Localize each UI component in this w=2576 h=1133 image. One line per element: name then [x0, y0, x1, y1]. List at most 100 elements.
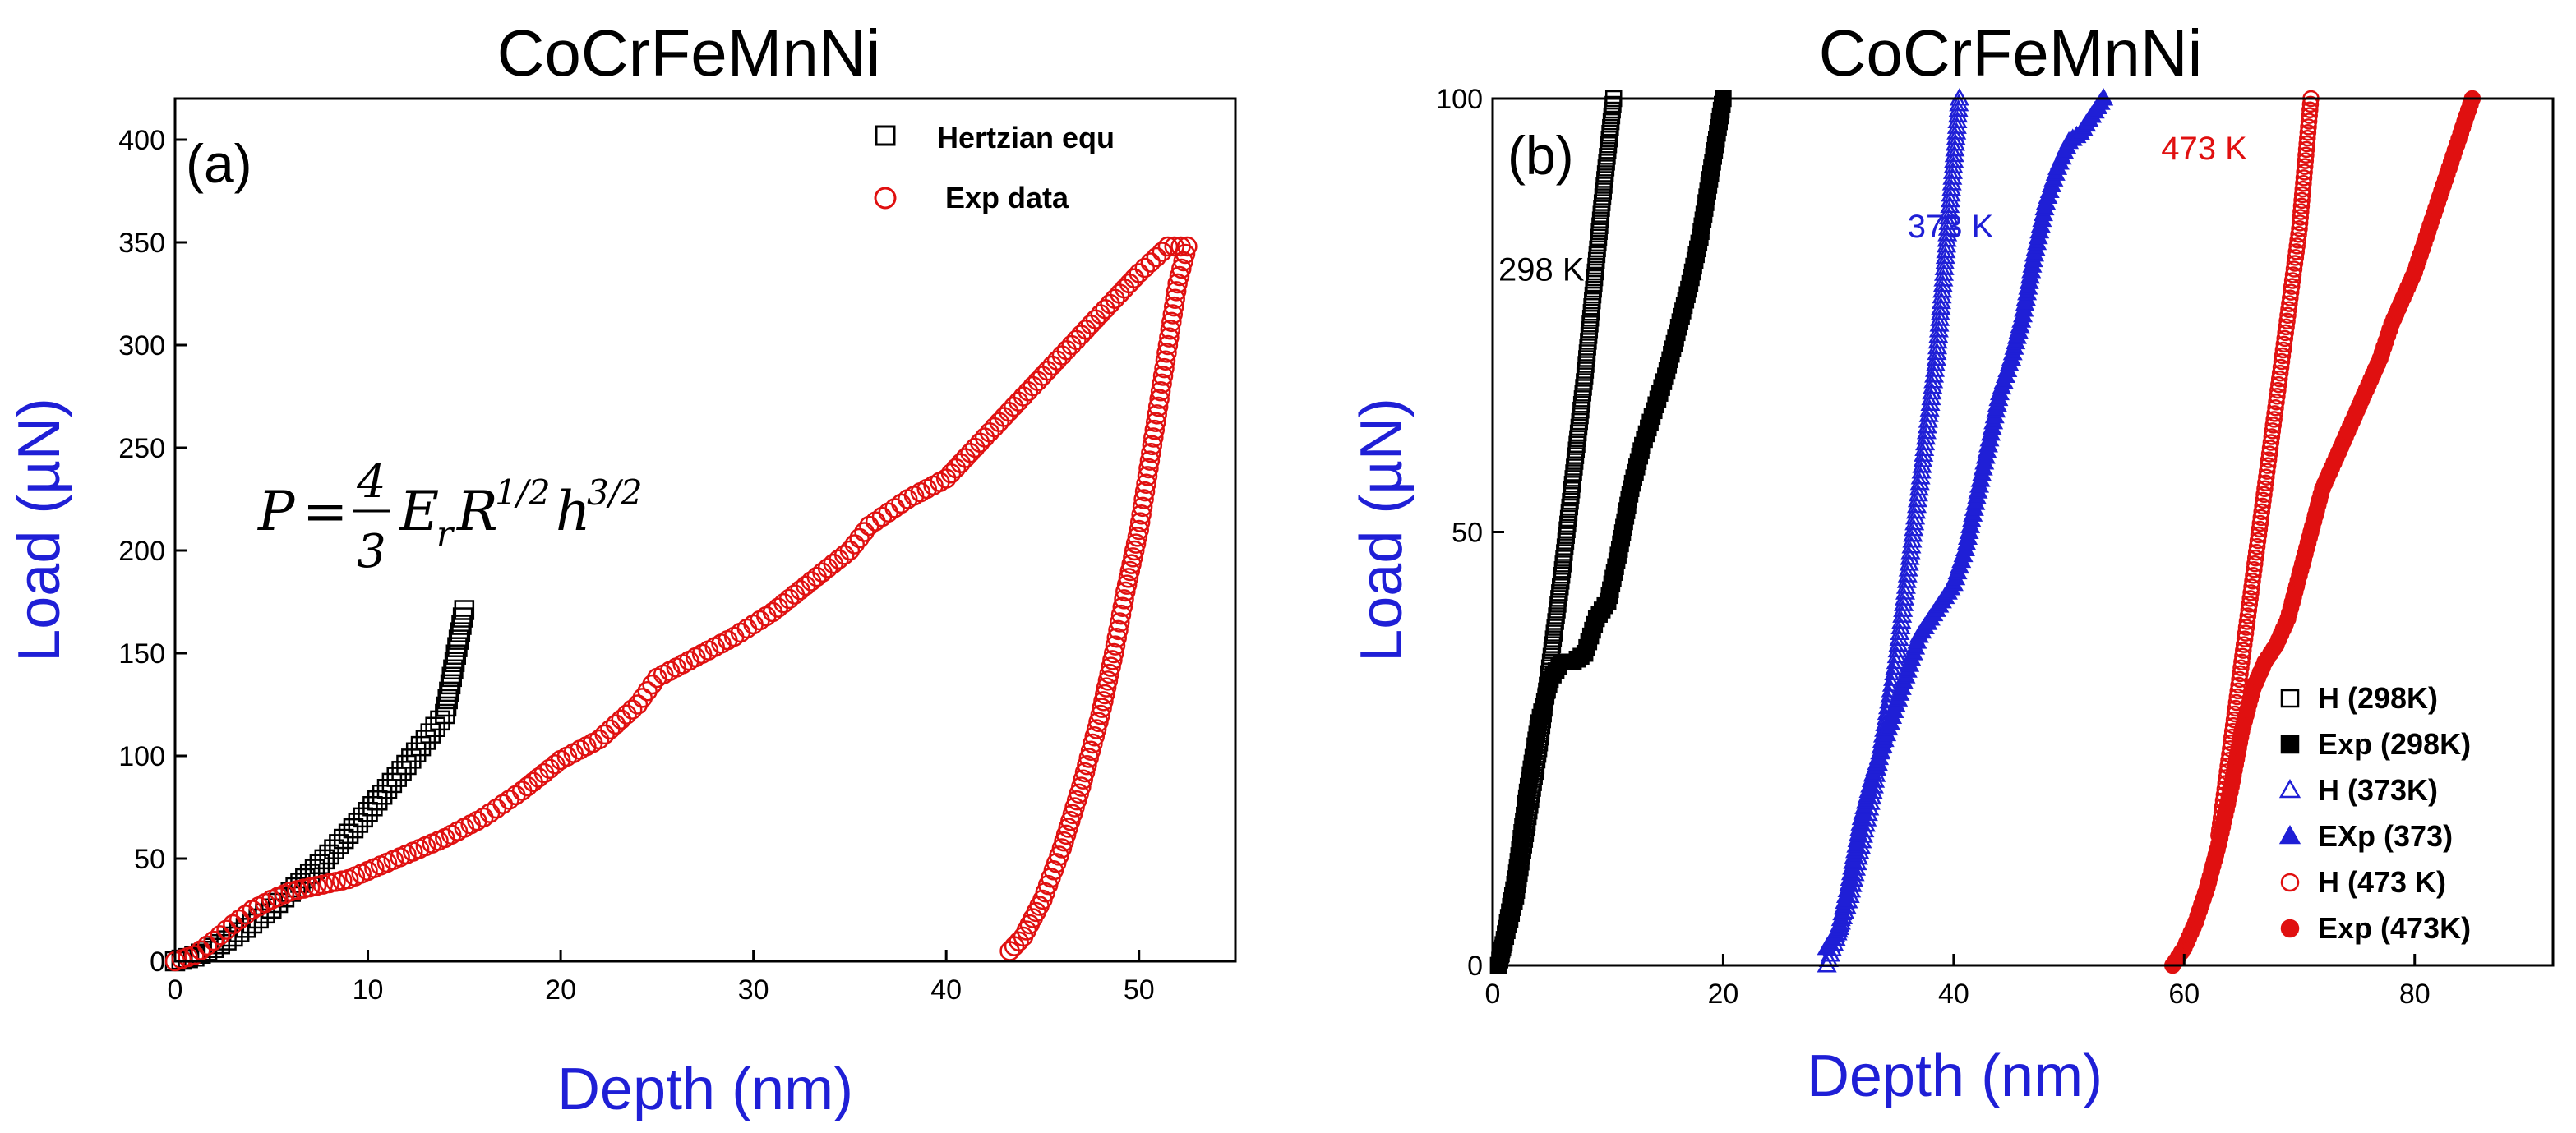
eq-E-sub: r	[436, 514, 455, 554]
data-point	[2246, 555, 2264, 573]
data-point	[1088, 712, 1109, 732]
data-point	[1159, 327, 1180, 348]
data-point	[1942, 161, 1963, 179]
panel-a-xlabel: Depth (nm)	[557, 1057, 853, 1122]
data-point	[1889, 628, 1909, 647]
data-point	[2242, 584, 2260, 601]
data-point	[1138, 458, 1159, 479]
data-point	[1918, 410, 1938, 428]
data-point	[1943, 155, 1964, 174]
data-point	[1932, 280, 1953, 298]
data-point	[1018, 381, 1039, 402]
data-point	[1092, 698, 1112, 718]
data-point	[974, 427, 995, 448]
data-point	[1903, 524, 1923, 542]
data-point	[2301, 107, 2318, 124]
data-point	[2283, 272, 2301, 289]
data-point	[2250, 526, 2268, 544]
series-exp-373-	[1817, 88, 2114, 956]
series-h-473-k-	[2210, 90, 2320, 844]
data-point	[1131, 504, 1152, 525]
data-point	[839, 540, 861, 561]
data-point	[2295, 174, 2312, 192]
data-point	[1032, 366, 1053, 386]
data-point	[1139, 450, 1161, 471]
data-point	[1915, 432, 1936, 451]
data-point	[1906, 500, 1927, 519]
data-point	[1115, 581, 1136, 602]
data-point	[1061, 334, 1082, 356]
data-point	[1909, 472, 1930, 491]
data-point	[1114, 279, 1135, 299]
data-point	[1935, 251, 1955, 269]
data-point	[1013, 386, 1034, 407]
data-point	[2291, 214, 2309, 232]
data-point	[2291, 220, 2308, 237]
data-point	[1922, 381, 1942, 400]
data-point	[2243, 578, 2260, 596]
y-tick-label: 100	[1436, 84, 1483, 115]
data-point	[1948, 104, 1969, 123]
data-point	[1141, 443, 1161, 463]
data-point	[1099, 663, 1120, 684]
panel-b-chart: CoCrFeMnNi (b) Depth (nm) Load (µN) 0 20 4…	[1349, 16, 2555, 1109]
data-point	[1933, 269, 1954, 287]
data-point	[2287, 249, 2305, 266]
data-point	[2231, 670, 2248, 689]
legend-label-hertzian: Hertzian equ	[937, 121, 1115, 154]
data-point	[452, 607, 473, 628]
data-point	[1937, 229, 1957, 247]
data-point	[437, 689, 458, 710]
legend-label: H (373K)	[2318, 773, 2438, 807]
data-point	[506, 785, 526, 806]
data-point	[1916, 421, 1937, 440]
data-point	[255, 903, 275, 924]
data-point	[984, 417, 1005, 438]
data-point	[447, 637, 468, 657]
data-point	[1143, 427, 1164, 448]
data-point	[1904, 513, 1925, 531]
data-point	[2289, 232, 2306, 249]
x-tick-label: 30	[738, 974, 769, 1006]
data-point	[2269, 387, 2286, 405]
data-point	[2296, 164, 2313, 181]
data-point	[2241, 590, 2259, 607]
data-point	[2298, 135, 2315, 153]
data-point	[605, 714, 626, 735]
data-point	[1888, 633, 1909, 652]
data-point	[1930, 308, 1950, 326]
data-point	[844, 534, 866, 555]
temperature-annotation: 373 K	[1908, 209, 1994, 245]
data-point	[1046, 350, 1068, 371]
data-point	[1157, 236, 1179, 257]
panel-a-title: CoCrFeMnNi	[497, 16, 881, 90]
data-point	[1928, 325, 1949, 343]
data-point	[2293, 186, 2311, 204]
series-h-298k-	[1489, 90, 1623, 974]
temperature-annotation: 473 K	[2161, 131, 2247, 167]
y-tick-label: 100	[118, 741, 165, 772]
data-point	[1112, 596, 1133, 617]
data-point	[884, 498, 905, 518]
data-point	[1890, 622, 1910, 641]
data-point	[1146, 246, 1167, 268]
x-tick-label: 80	[2399, 979, 2431, 1010]
data-point	[1155, 350, 1176, 371]
data-point	[1095, 299, 1115, 320]
data-point	[743, 614, 764, 635]
data-point	[965, 437, 986, 458]
data-point	[1157, 334, 1179, 356]
data-point	[2274, 347, 2292, 365]
legend-label: H (473 K)	[2318, 865, 2446, 899]
data-point	[1937, 223, 1958, 242]
data-point	[1160, 320, 1181, 340]
data-point	[2240, 601, 2258, 619]
data-point	[859, 515, 879, 537]
panel-b-label: (b)	[1507, 125, 1574, 186]
data-point	[2279, 306, 2297, 324]
data-point	[2246, 549, 2264, 567]
data-point	[1156, 343, 1177, 363]
data-point	[436, 696, 457, 717]
data-point	[1125, 533, 1147, 554]
data-point	[1949, 93, 1969, 112]
